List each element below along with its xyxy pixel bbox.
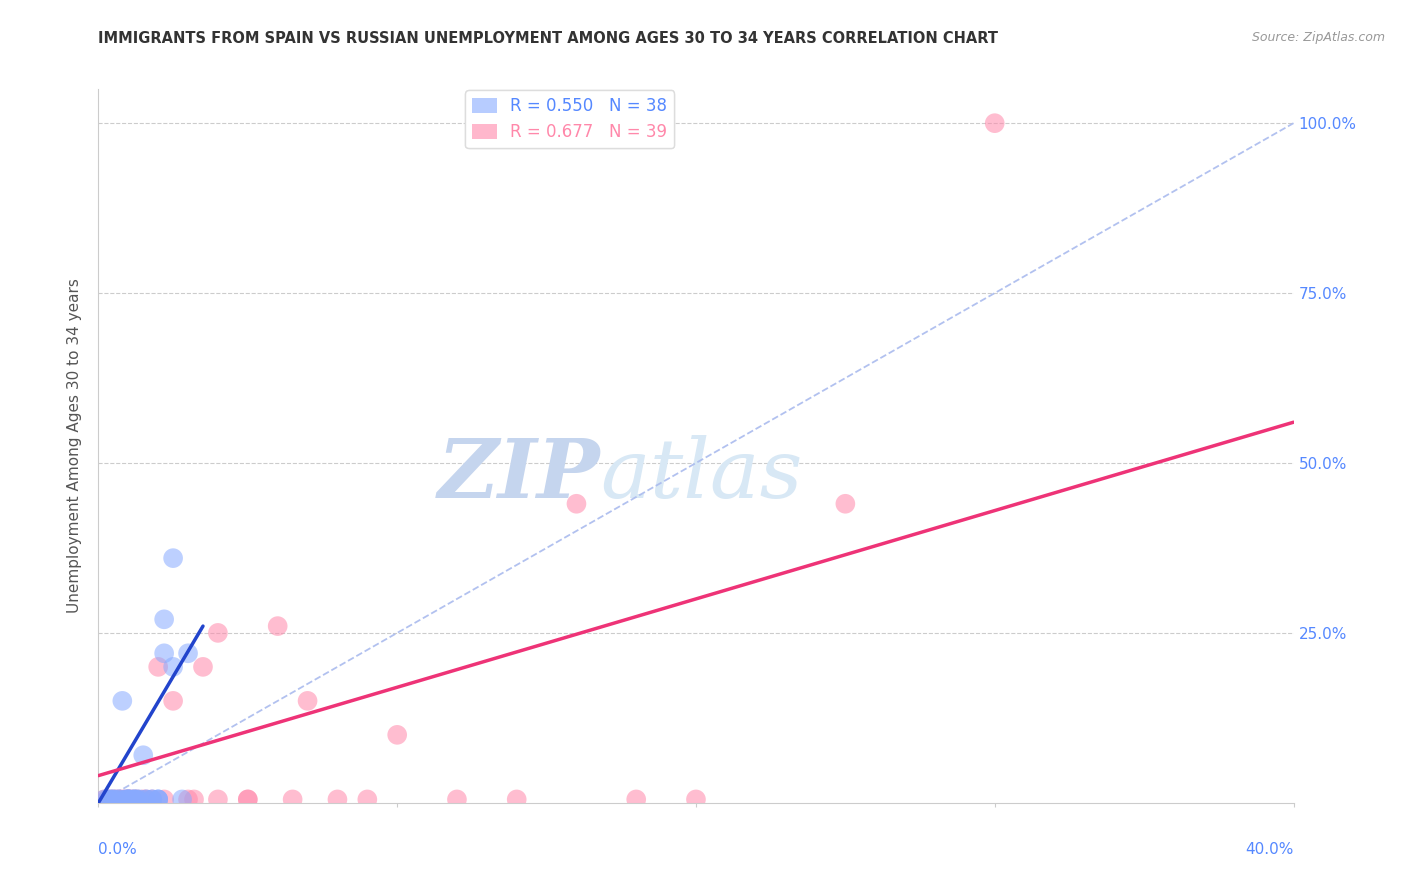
Point [108, 792, 131, 806]
Point [281, 792, 304, 806]
Point [103, 792, 125, 806]
Point [124, 792, 146, 806]
Point [177, 646, 200, 660]
Point [356, 792, 378, 806]
Point [98, 792, 122, 806]
Point [98, 792, 122, 806]
Point [117, 792, 139, 806]
Point [105, 792, 128, 806]
Point [191, 660, 214, 674]
Point [148, 792, 170, 806]
Point [236, 792, 259, 806]
Point [135, 792, 157, 806]
Point [93, 792, 115, 806]
Point [148, 792, 170, 806]
Point [103, 792, 125, 806]
Point [172, 792, 194, 806]
Point [267, 619, 290, 633]
Point [148, 792, 170, 806]
Point [162, 551, 184, 566]
Point [108, 792, 131, 806]
Point [124, 792, 146, 806]
Y-axis label: Unemployment Among Ages 30 to 34 years: Unemployment Among Ages 30 to 34 years [67, 278, 83, 614]
Point [127, 792, 149, 806]
Point [983, 116, 1005, 130]
Point [103, 792, 125, 806]
Point [141, 792, 163, 806]
Point [114, 792, 136, 806]
Point [624, 792, 647, 806]
Point [120, 792, 142, 806]
Point [96, 792, 118, 806]
Point [162, 694, 184, 708]
Point [506, 792, 529, 806]
Text: atlas: atlas [600, 434, 803, 515]
Point [685, 792, 707, 806]
Point [148, 660, 170, 674]
Point [111, 792, 134, 806]
Point [93, 792, 115, 806]
Point [120, 792, 142, 806]
Point [153, 792, 176, 806]
Point [117, 792, 139, 806]
Point [565, 497, 588, 511]
Point [117, 792, 139, 806]
Text: ZIP: ZIP [437, 434, 600, 515]
Text: 0.0%: 0.0% [98, 842, 138, 857]
Point [124, 792, 146, 806]
Point [446, 792, 468, 806]
Point [135, 792, 157, 806]
Point [132, 748, 155, 763]
Text: 40.0%: 40.0% [1246, 842, 1294, 857]
Legend: R = 0.550   N = 38, R = 0.677   N = 39: R = 0.550 N = 38, R = 0.677 N = 39 [465, 90, 673, 148]
Point [385, 728, 409, 742]
Point [135, 792, 157, 806]
Point [98, 792, 122, 806]
Point [177, 792, 200, 806]
Point [141, 792, 163, 806]
Point [114, 792, 136, 806]
Point [124, 792, 146, 806]
Point [127, 792, 149, 806]
Point [96, 792, 118, 806]
Point [117, 792, 139, 806]
Point [153, 646, 176, 660]
Point [114, 792, 136, 806]
Point [183, 792, 205, 806]
Point [297, 694, 319, 708]
Point [108, 792, 131, 806]
Point [105, 792, 128, 806]
Text: IMMIGRANTS FROM SPAIN VS RUSSIAN UNEMPLOYMENT AMONG AGES 30 TO 34 YEARS CORRELAT: IMMIGRANTS FROM SPAIN VS RUSSIAN UNEMPLO… [98, 31, 998, 46]
Point [117, 792, 139, 806]
Point [117, 792, 139, 806]
Point [132, 792, 155, 806]
Point [236, 792, 259, 806]
Point [207, 792, 229, 806]
Point [141, 792, 163, 806]
Point [117, 792, 139, 806]
Point [111, 694, 134, 708]
Point [326, 792, 349, 806]
Point [127, 792, 149, 806]
Point [153, 612, 176, 626]
Point [834, 497, 856, 511]
Text: Source: ZipAtlas.com: Source: ZipAtlas.com [1251, 31, 1385, 45]
Point [162, 660, 184, 674]
Point [207, 626, 229, 640]
Point [129, 792, 152, 806]
